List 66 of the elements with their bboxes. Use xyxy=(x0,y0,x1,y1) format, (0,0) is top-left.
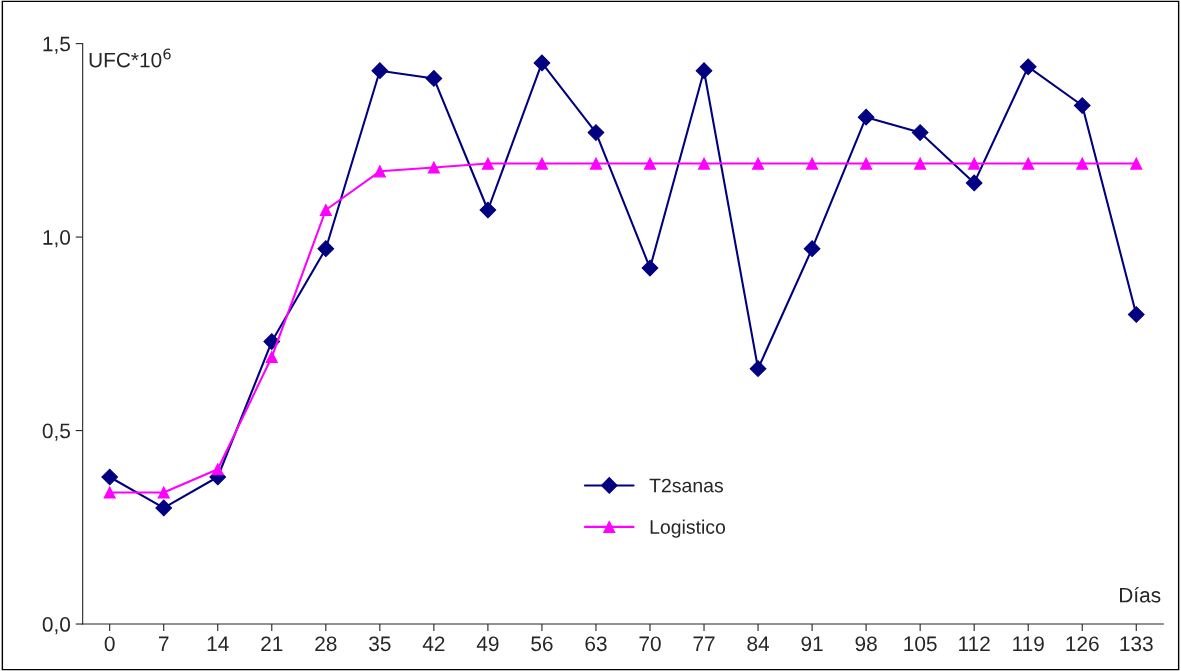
x-tick-label: 28 xyxy=(315,636,337,652)
y-axis-title: UFC*10$^{6}$ xyxy=(89,48,171,68)
point xyxy=(697,157,711,170)
x-tick-label: 84 xyxy=(747,636,770,652)
point xyxy=(373,165,386,178)
point xyxy=(587,124,605,141)
point xyxy=(1073,97,1091,114)
point xyxy=(803,240,821,258)
x-tick-label: 21 xyxy=(261,636,283,651)
x-tick-label: 56 xyxy=(531,636,553,652)
point xyxy=(1130,157,1143,170)
point xyxy=(911,124,929,141)
x-tick-label: 42 xyxy=(422,636,445,651)
x-tick-label: 0 xyxy=(104,636,115,652)
point xyxy=(641,259,659,277)
point xyxy=(371,62,389,80)
point xyxy=(319,203,332,217)
point xyxy=(1127,306,1145,323)
x-tick-label: 70 xyxy=(639,636,661,652)
x-tick-label: 7 xyxy=(158,636,169,651)
point xyxy=(425,70,443,87)
point xyxy=(968,157,981,170)
x-tick-label: 119 xyxy=(1013,636,1044,652)
x-axis-title: Días xyxy=(1120,586,1161,603)
x-tick-label: 77 xyxy=(693,636,715,651)
point xyxy=(860,157,873,170)
x-tick-label: 35 xyxy=(369,636,391,652)
point xyxy=(857,108,875,126)
y-tick-label: 1,0 xyxy=(43,230,71,248)
y-tick-label: 0,5 xyxy=(42,423,70,441)
point xyxy=(427,161,440,174)
legend-label: T2sanas xyxy=(649,478,723,493)
x-tick-label: 105 xyxy=(904,636,937,652)
x-tick-label: 49 xyxy=(476,636,499,652)
x-tick-label: 63 xyxy=(585,636,607,652)
point xyxy=(1022,157,1035,170)
point xyxy=(806,157,819,170)
point xyxy=(749,360,767,378)
point xyxy=(155,499,173,517)
x-tick-label: 14 xyxy=(207,636,229,651)
point xyxy=(914,157,927,170)
legend-label: Logistico xyxy=(650,519,726,538)
point xyxy=(481,157,494,170)
x-tick-label: 98 xyxy=(855,636,877,652)
point xyxy=(101,468,119,486)
point xyxy=(317,240,335,258)
point xyxy=(695,62,713,80)
point xyxy=(965,174,983,192)
point xyxy=(265,350,278,364)
point xyxy=(643,157,657,170)
point xyxy=(535,157,549,170)
point xyxy=(211,463,224,476)
y-tick-label: 1,5 xyxy=(43,36,70,54)
x-tick-label: 112 xyxy=(959,636,990,651)
y-tick-label: 0,0 xyxy=(42,617,71,635)
point xyxy=(1076,157,1089,170)
point xyxy=(479,201,497,219)
x-tick-label: 91 xyxy=(801,636,823,652)
point xyxy=(533,54,551,72)
point xyxy=(589,157,603,170)
point xyxy=(103,486,116,499)
point xyxy=(1019,58,1037,76)
x-tick-label: 126 xyxy=(1066,636,1099,652)
point xyxy=(751,157,765,170)
point xyxy=(157,486,170,499)
x-tick-label: 133 xyxy=(1120,636,1153,652)
